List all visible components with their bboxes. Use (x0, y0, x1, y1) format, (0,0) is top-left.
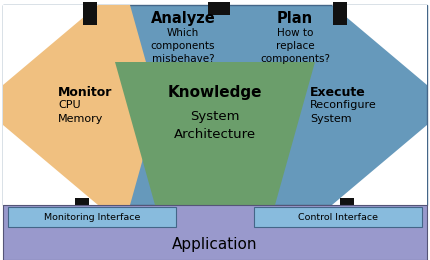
Text: Knowledge: Knowledge (168, 84, 262, 100)
FancyBboxPatch shape (208, 2, 230, 15)
Polygon shape (3, 125, 98, 205)
FancyBboxPatch shape (3, 205, 427, 260)
Polygon shape (332, 5, 427, 85)
Text: CPU
Memory: CPU Memory (58, 100, 103, 124)
Text: Analyze: Analyze (150, 10, 215, 25)
FancyBboxPatch shape (75, 198, 89, 210)
Polygon shape (115, 62, 315, 205)
FancyBboxPatch shape (340, 198, 354, 210)
FancyBboxPatch shape (83, 2, 97, 25)
Text: Monitoring Interface: Monitoring Interface (44, 212, 140, 222)
Text: System
Architecture: System Architecture (174, 109, 256, 140)
Polygon shape (3, 5, 158, 205)
FancyBboxPatch shape (8, 207, 176, 227)
FancyBboxPatch shape (254, 207, 422, 227)
Text: Which
components
misbehave?: Which components misbehave? (151, 28, 215, 64)
FancyBboxPatch shape (3, 5, 427, 205)
Text: Control Interface: Control Interface (298, 212, 378, 222)
Text: Execute: Execute (310, 86, 366, 99)
FancyBboxPatch shape (333, 2, 347, 25)
Text: How to
replace
components?: How to replace components? (260, 28, 330, 64)
Text: Monitor: Monitor (58, 86, 112, 99)
Text: Plan: Plan (277, 10, 313, 25)
Polygon shape (3, 5, 98, 85)
Text: Application: Application (172, 237, 258, 251)
Polygon shape (332, 125, 427, 205)
Text: Reconfigure
System: Reconfigure System (310, 100, 377, 124)
